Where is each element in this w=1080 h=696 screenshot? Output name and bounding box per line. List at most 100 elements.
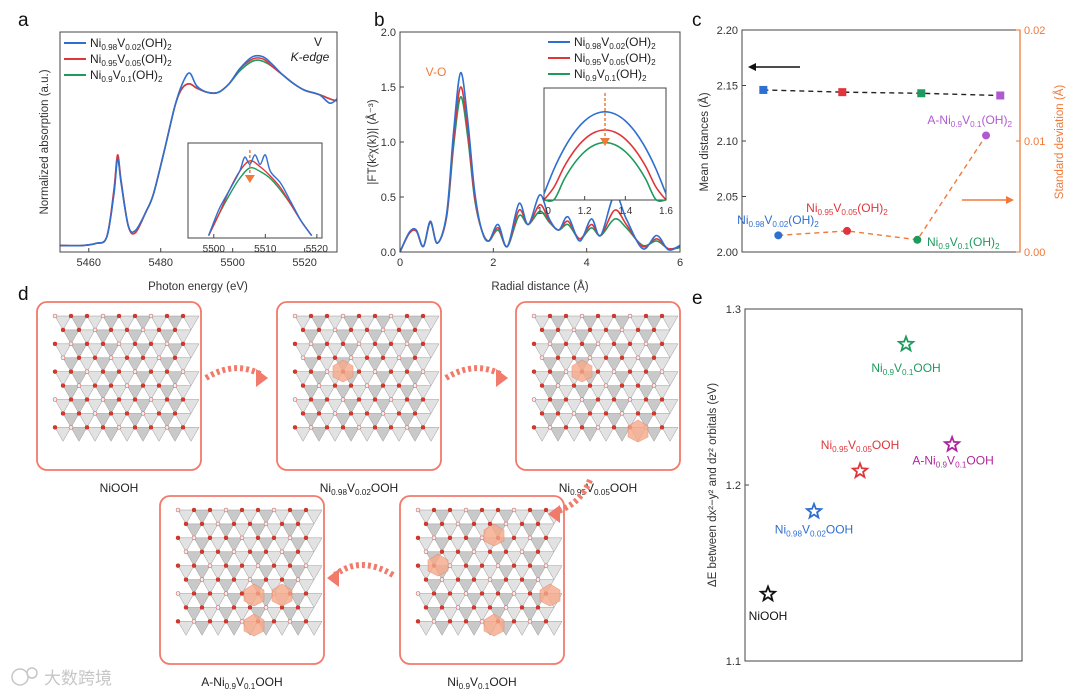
atom-icon: [364, 327, 370, 333]
octahedron-shape: [54, 343, 72, 359]
octahedron-shape: [62, 329, 80, 345]
octahedron-shape: [142, 413, 160, 428]
arrow-head-icon: [548, 505, 560, 523]
octahedron-shape: [521, 523, 539, 539]
octahedron-shape: [150, 371, 168, 387]
atom-icon: [571, 327, 577, 333]
watermark: 大数跨境: [11, 667, 112, 688]
structure-card: Ni0.98V0.02OOH: [276, 301, 442, 497]
octahedron-shape: [605, 329, 623, 345]
octahedron-shape: [94, 413, 112, 428]
octahedron-shape: [629, 343, 647, 359]
star-marker-icon: [804, 501, 824, 520]
atom-icon: [404, 397, 410, 402]
octahedron-shape: [513, 621, 531, 636]
octahedron-shape: [310, 427, 328, 442]
std-dev-marker: [982, 131, 991, 140]
atom-icon: [547, 425, 553, 430]
atom-icon: [579, 397, 585, 402]
octahedron-shape: [289, 621, 307, 636]
x-tick-label: 6: [677, 257, 683, 269]
atom-icon: [92, 411, 98, 416]
octahedron-shape: [94, 329, 112, 345]
octahedron-shape: [481, 565, 499, 581]
atom-icon: [611, 397, 617, 402]
octahedron-shape: [273, 537, 291, 553]
atom-icon: [52, 425, 58, 430]
atom-icon: [239, 563, 245, 568]
structure-label: Ni0.9V0.1OOH: [447, 675, 516, 691]
atom-icon: [140, 383, 146, 388]
atom-icon: [412, 355, 418, 360]
panel-d-structures-diagram: NiOOH Ni0.98V0.02OOH Ni0.95V0.05OOH Ni0.9V0…: [36, 301, 681, 691]
atom-icon: [579, 341, 585, 347]
atom-icon: [84, 313, 90, 319]
octahedron-shape: [118, 427, 136, 442]
octahedron-shape: [425, 523, 443, 539]
atom-icon: [447, 619, 453, 624]
octahedron-shape: [281, 523, 299, 539]
atom-icon: [364, 355, 370, 360]
right-arrow-icon: [1006, 196, 1014, 204]
atom-icon: [412, 411, 418, 416]
atom-icon: [603, 327, 609, 333]
atom-icon: [563, 313, 569, 319]
atom-icon: [519, 521, 525, 527]
atom-icon: [156, 327, 162, 333]
octahedron-shape: [414, 329, 432, 345]
octahedron-shape: [302, 357, 320, 373]
octahedron-shape: [390, 343, 408, 359]
octahedron-shape: [294, 399, 312, 414]
octahedron-shape: [110, 329, 128, 345]
octahedron-shape: [374, 315, 392, 331]
atom-icon: [215, 549, 221, 554]
atom-icon: [60, 355, 66, 360]
atom-icon: [519, 577, 525, 582]
vanadium-site-icon: [483, 613, 505, 637]
atom-icon: [164, 425, 170, 430]
atom-icon: [543, 619, 549, 624]
octahedron-shape: [110, 385, 128, 401]
atom-icon: [471, 605, 477, 610]
atom-icon: [511, 591, 517, 596]
atom-icon: [547, 369, 553, 374]
atom-icon: [231, 521, 237, 527]
octahedron-shape: [150, 315, 168, 331]
y-tick-label: 2.20: [717, 25, 738, 37]
octahedron-shape: [102, 343, 120, 359]
octahedron-shape: [289, 509, 307, 525]
atom-icon: [611, 341, 617, 347]
atom-icon: [84, 369, 90, 374]
atom-icon: [651, 383, 657, 388]
x-tick-label: 2: [490, 257, 496, 269]
atom-icon: [292, 313, 298, 319]
octahedron-shape: [86, 427, 104, 442]
octahedron-shape: [513, 593, 531, 608]
atom-icon: [447, 563, 453, 568]
octahedron-shape: [302, 329, 320, 345]
octahedron-shape: [289, 593, 307, 608]
octahedron-shape: [366, 329, 384, 345]
atom-icon: [332, 411, 338, 416]
atom-icon: [659, 341, 665, 347]
atom-icon: [175, 507, 181, 513]
atom-icon: [332, 383, 338, 388]
x-tick-label: 5520: [292, 257, 316, 269]
a-legend: Ni0.98V0.02(OH)2 Ni0.95V0.05(OH)2 Ni0.9V…: [64, 36, 172, 84]
octahedron-shape: [573, 329, 591, 345]
atom-icon: [100, 313, 106, 319]
atom-icon: [279, 549, 285, 554]
octahedron-shape: [334, 329, 352, 345]
octahedron-shape: [225, 537, 243, 553]
atom-icon: [308, 425, 314, 430]
octahedron-shape: [294, 343, 312, 359]
octahedron-shape: [158, 385, 176, 401]
octahedron-shape: [653, 329, 671, 345]
octahedron-shape: [613, 343, 631, 359]
atom-icon: [92, 383, 98, 388]
atom-icon: [539, 327, 545, 333]
atom-icon: [555, 411, 561, 416]
octahedron-shape: [581, 343, 599, 359]
octahedron-shape: [489, 579, 507, 595]
